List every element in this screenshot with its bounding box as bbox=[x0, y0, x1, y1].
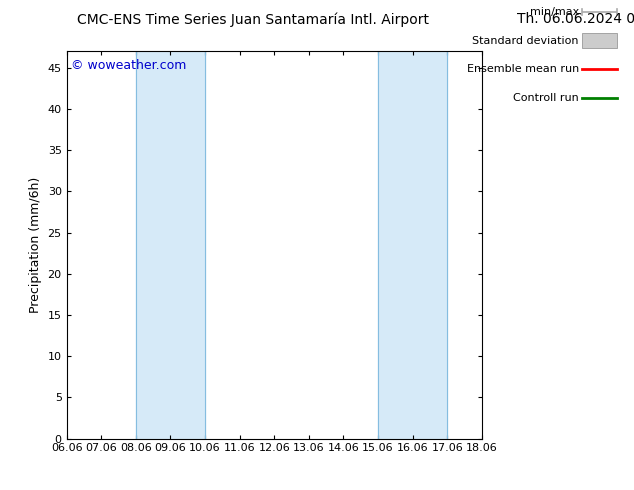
Bar bbox=[378, 51, 447, 439]
Text: © woweather.com: © woweather.com bbox=[71, 59, 186, 72]
Y-axis label: Precipitation (mm/6h): Precipitation (mm/6h) bbox=[29, 177, 42, 313]
Text: Ensemble mean run: Ensemble mean run bbox=[467, 64, 579, 74]
Text: min/max: min/max bbox=[529, 7, 579, 17]
Text: Th. 06.06.2024 00 UTC: Th. 06.06.2024 00 UTC bbox=[517, 12, 634, 26]
Text: Standard deviation: Standard deviation bbox=[472, 36, 579, 46]
Text: Controll run: Controll run bbox=[513, 93, 579, 102]
Text: CMC-ENS Time Series Juan Santamaría Intl. Airport: CMC-ENS Time Series Juan Santamaría Intl… bbox=[77, 12, 429, 27]
Bar bbox=[136, 51, 205, 439]
